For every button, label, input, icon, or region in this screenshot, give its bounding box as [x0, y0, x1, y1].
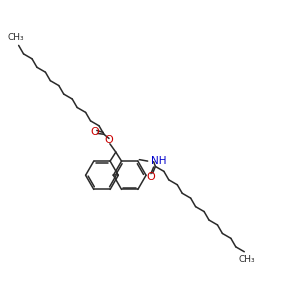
Text: NH: NH [151, 156, 166, 166]
Text: O: O [147, 172, 155, 182]
Text: O: O [104, 135, 113, 145]
Text: CH₃: CH₃ [8, 33, 24, 42]
Text: O: O [90, 128, 99, 137]
Text: CH₃: CH₃ [239, 255, 256, 264]
